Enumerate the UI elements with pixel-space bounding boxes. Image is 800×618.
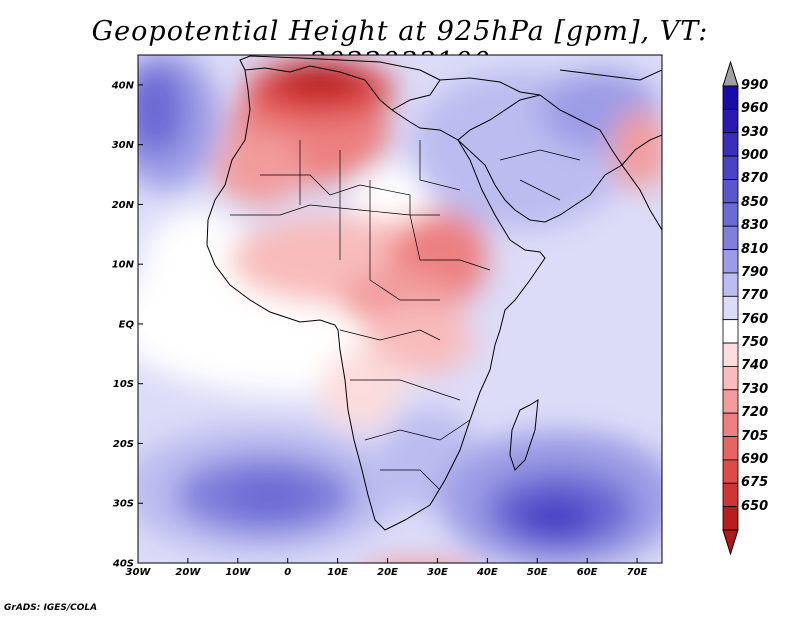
y-tick-label: 30N — [112, 140, 135, 151]
colorbar-level-label: 930 — [741, 124, 769, 140]
colorbar-swatch — [722, 412, 739, 437]
x-tick-label: 10W — [225, 567, 251, 578]
y-tick-label: 40N — [111, 80, 135, 91]
colorbar-level-label: 705 — [741, 428, 769, 444]
grads-credit: GrADS: IGES/COLA — [4, 603, 98, 613]
colorbar-level-label: 870 — [741, 171, 769, 187]
x-tick-label: 30E — [427, 567, 448, 578]
map-plot-area — [138, 55, 662, 563]
colorbar-bottom-triangle — [722, 529, 739, 556]
x-tick-label: 50E — [527, 567, 548, 578]
colorbar-swatch — [722, 482, 739, 508]
colorbar-level-label: 760 — [741, 311, 769, 327]
country-borders — [230, 140, 581, 491]
x-tick-label: 40E — [476, 567, 498, 578]
colorbar-swatch — [722, 249, 739, 274]
colorbar-swatch — [722, 295, 739, 321]
colorbar-level-label: 900 — [741, 148, 769, 164]
colorbar-swatch — [722, 225, 739, 250]
y-tick-label: 10N — [112, 260, 135, 271]
coastlines — [206, 55, 662, 531]
colorbar-swatch — [722, 155, 739, 180]
colorbar-swatch — [722, 272, 739, 297]
colorbar-swatch — [722, 506, 739, 531]
x-tick-label: 10E — [327, 567, 348, 578]
colorbar-level-label: 690 — [741, 451, 769, 467]
colorbar-level-label: 830 — [741, 218, 769, 234]
colorbar-swatch — [722, 85, 739, 110]
x-tick-label: 20E — [377, 567, 398, 578]
colorbar-swatch — [722, 319, 739, 344]
x-tick-label: 60E — [577, 567, 598, 578]
colorbar-swatch — [722, 179, 739, 204]
colorbar-level-label: 650 — [741, 498, 769, 514]
x-tick-label: 20W — [175, 567, 201, 578]
y-tick-label: 40S — [112, 559, 134, 570]
colorbar-level-label: 750 — [741, 335, 769, 351]
colorbar-swatch — [722, 108, 739, 134]
colorbar-level-label: 990 — [741, 78, 769, 93]
colorbar-swatch — [722, 436, 739, 461]
colorbar-swatch — [722, 132, 739, 157]
colorbar-level-label: 850 — [741, 194, 769, 210]
map-frame — [137, 54, 663, 564]
colorbar-swatch — [722, 366, 739, 391]
x-tick-label: 30W — [126, 567, 152, 578]
y-tick-label: 30S — [113, 499, 134, 510]
colorbar-swatch — [722, 342, 739, 367]
x-tick-label: 70E — [627, 567, 648, 578]
colorbar-level-label: 960 — [741, 101, 769, 117]
y-tick-label: EQ — [119, 319, 135, 330]
colorbar-level-label: 675 — [741, 475, 769, 491]
colorbar — [722, 60, 739, 556]
colorbar-top-triangle — [722, 60, 739, 87]
colorbar-level-label: 770 — [741, 288, 769, 304]
y-tick-label: 10S — [113, 379, 134, 390]
colorbar-swatch — [722, 459, 739, 484]
y-tick-label: 20N — [112, 200, 135, 211]
colorbar-level-label: 810 — [741, 241, 769, 257]
height-field-shading — [138, 55, 662, 563]
colorbar-swatch — [722, 389, 739, 414]
x-tick-label: 0 — [284, 567, 291, 578]
colorbar-swatch — [722, 202, 739, 227]
colorbar-level-label: 740 — [741, 358, 769, 374]
colorbar-level-label: 730 — [741, 381, 769, 397]
colorbar-level-label: 790 — [741, 264, 769, 280]
colorbar-level-label: 720 — [741, 405, 769, 421]
y-tick-label: 20S — [113, 439, 134, 450]
